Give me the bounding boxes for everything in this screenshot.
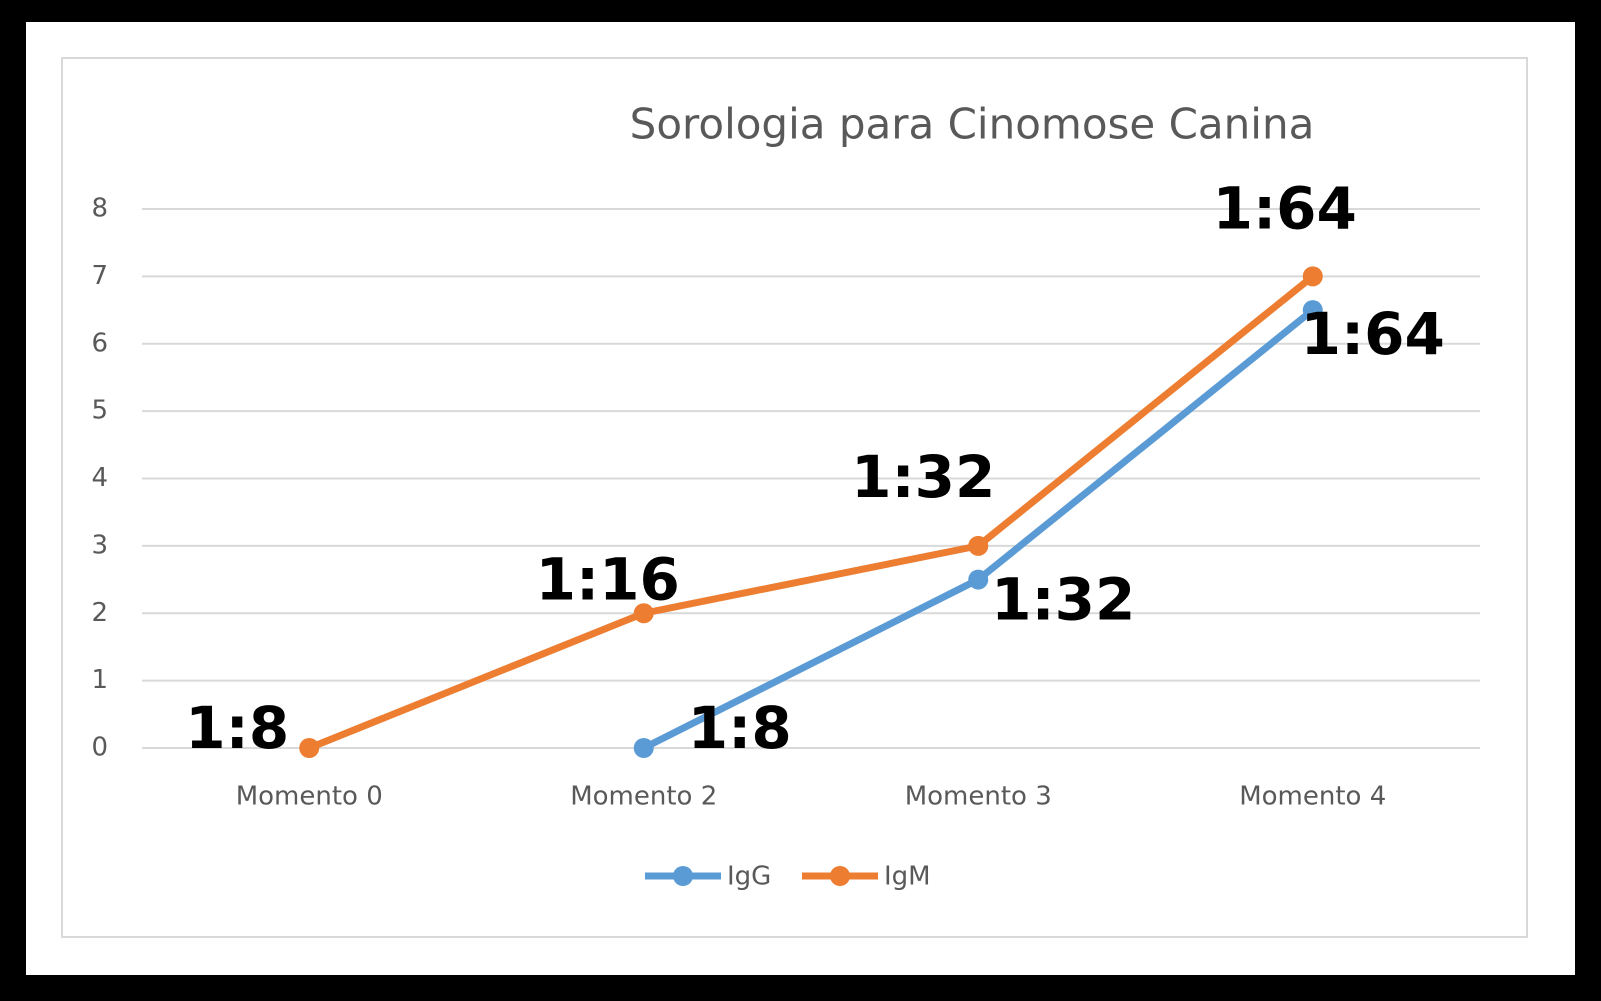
- value-label: 1:32: [851, 443, 995, 511]
- x-tick-label: Momento 3: [905, 782, 1052, 812]
- value-label: 1:64: [1213, 174, 1357, 242]
- marker: [633, 738, 654, 758]
- x-tick-label: Momento 0: [236, 782, 383, 812]
- x-tick-label: Momento 4: [1239, 782, 1386, 812]
- marker: [1302, 266, 1323, 287]
- y-tick-label: 0: [91, 733, 108, 763]
- y-tick-label: 5: [91, 396, 108, 426]
- y-tick-label: 7: [91, 261, 108, 291]
- x-tick-label: Momento 2: [570, 782, 717, 812]
- value-label: 1:32: [991, 566, 1135, 634]
- y-tick-label: 4: [91, 463, 108, 493]
- value-label: 1:8: [185, 694, 289, 762]
- y-tick-label: 3: [91, 530, 108, 560]
- series-line: [307, 273, 1315, 752]
- y-tick-label: 6: [91, 328, 108, 358]
- y-tick-label: 1: [91, 665, 108, 695]
- legend-marker: [830, 866, 850, 886]
- chart-title: Sorologia para Cinomose Canina: [630, 100, 1315, 149]
- marker: [633, 603, 654, 624]
- value-label: 1:8: [688, 694, 792, 762]
- marker: [968, 535, 989, 556]
- y-tick-label: 8: [91, 194, 108, 224]
- chart-area: [61, 57, 1528, 938]
- value-label: 1:64: [1301, 300, 1445, 368]
- marker: [299, 738, 320, 758]
- y-tick-label: 2: [91, 598, 108, 628]
- legend-marker: [673, 866, 693, 886]
- legend-label: IgG: [727, 862, 771, 892]
- value-label: 1:16: [536, 545, 680, 613]
- marker: [1302, 300, 1323, 321]
- legend-label: IgM: [884, 862, 931, 892]
- marker: [968, 569, 989, 590]
